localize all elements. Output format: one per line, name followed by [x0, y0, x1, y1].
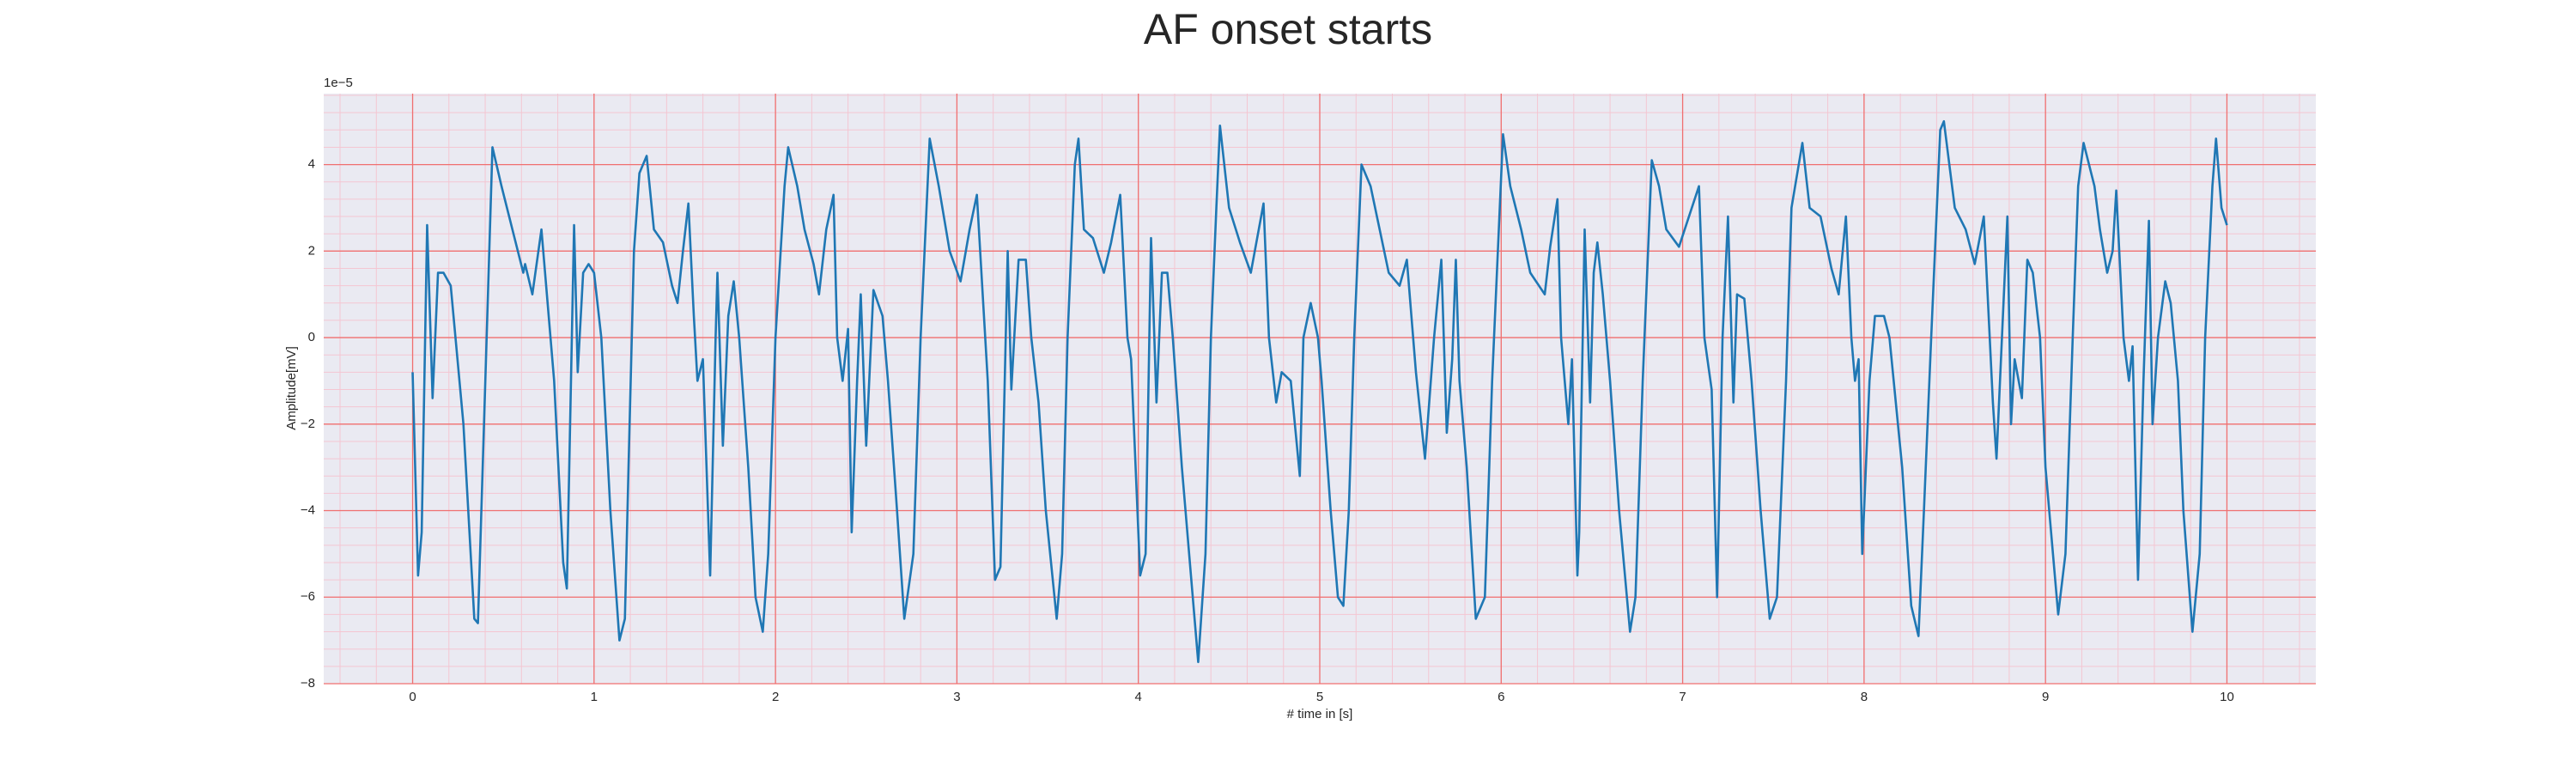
signal-line: [411, 119, 2228, 664]
y-offset-label: 1e−5: [324, 76, 353, 90]
y-tick-label: −2: [301, 417, 315, 431]
x-tick-label: 1: [591, 690, 598, 704]
y-tick-label: 4: [308, 157, 315, 172]
x-tick-label: 9: [2042, 690, 2049, 704]
y-tick-label: −4: [301, 503, 315, 518]
x-tick-label: 2: [772, 690, 779, 704]
x-tick-label: 0: [409, 690, 416, 704]
y-tick-label: −6: [301, 589, 315, 604]
x-tick-label: 8: [1861, 690, 1868, 704]
y-tick-label: 0: [308, 330, 315, 344]
grid: [324, 94, 2316, 685]
y-tick-label: 2: [308, 243, 315, 258]
x-tick-label: 3: [953, 690, 960, 704]
x-tick-label: 6: [1498, 690, 1504, 704]
x-tick-label: 4: [1135, 690, 1142, 704]
x-tick-label: 7: [1679, 690, 1686, 704]
y-tick-label: −8: [301, 676, 315, 691]
chart-title: AF onset starts: [1144, 5, 1432, 53]
x-axis-label: # time in [s]: [1287, 707, 1353, 721]
y-axis-label: Amplitude[mV]: [284, 346, 299, 430]
x-tick-label: 10: [2220, 690, 2234, 704]
x-tick-label: 5: [1316, 690, 1323, 704]
